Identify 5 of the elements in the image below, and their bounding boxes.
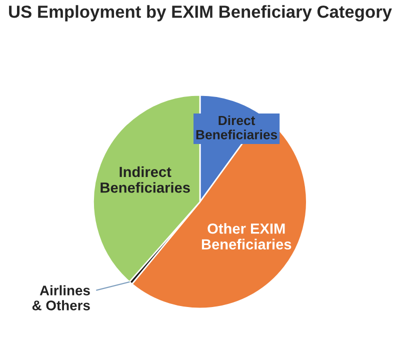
slice-label: Direct Beneficiaries — [196, 115, 278, 140]
chart-title: US Employment by EXIM Beneficiary Category — [9, 5, 392, 22]
slice-label: Airlines & Others — [32, 285, 90, 310]
slice-label: Other EXIM Beneficiaries — [202, 223, 292, 250]
slice-label: Indirect Beneficiaries — [100, 166, 190, 193]
